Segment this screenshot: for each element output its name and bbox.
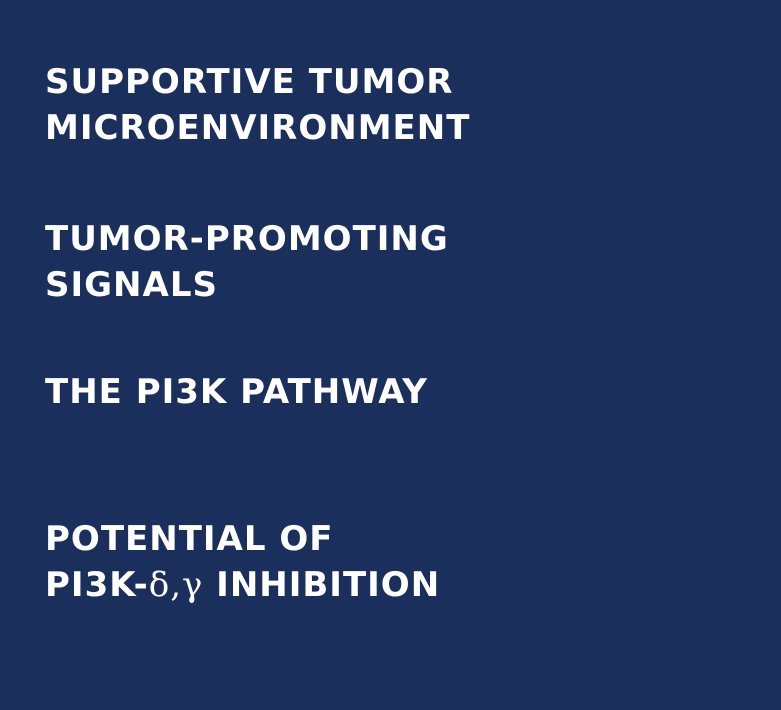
menu-item-line: POTENTIAL OF — [45, 519, 334, 559]
menu-item-line: SUPPORTIVE TUMOR — [45, 62, 454, 102]
menu-item-line: TUMOR-PROMOTING — [45, 219, 449, 259]
menu-item-line-2: PI3K-δ,γ INHIBITION — [45, 562, 440, 608]
menu-item-line-prefix: PI3K- — [45, 565, 149, 605]
menu-item-line-suffix: INHIBITION — [203, 565, 441, 605]
greek-letters: δ,γ — [148, 565, 204, 605]
menu-item-line: THE PI3K PATHWAY — [45, 372, 428, 412]
menu-item-line: MICROENVIRONMENT — [45, 108, 471, 148]
menu-item-supportive-tumor-microenvironment[interactable]: SUPPORTIVE TUMOR MICROENVIRONMENT — [45, 59, 470, 151]
menu-item-pi3k-pathway[interactable]: THE PI3K PATHWAY — [45, 369, 428, 415]
menu-item-tumor-promoting-signals[interactable]: TUMOR-PROMOTING SIGNALS — [45, 216, 449, 308]
menu-item-potential-of-pi3k-inhibition[interactable]: POTENTIAL OF PI3K-δ,γ INHIBITION — [45, 516, 440, 608]
menu-item-line: SIGNALS — [45, 265, 218, 305]
